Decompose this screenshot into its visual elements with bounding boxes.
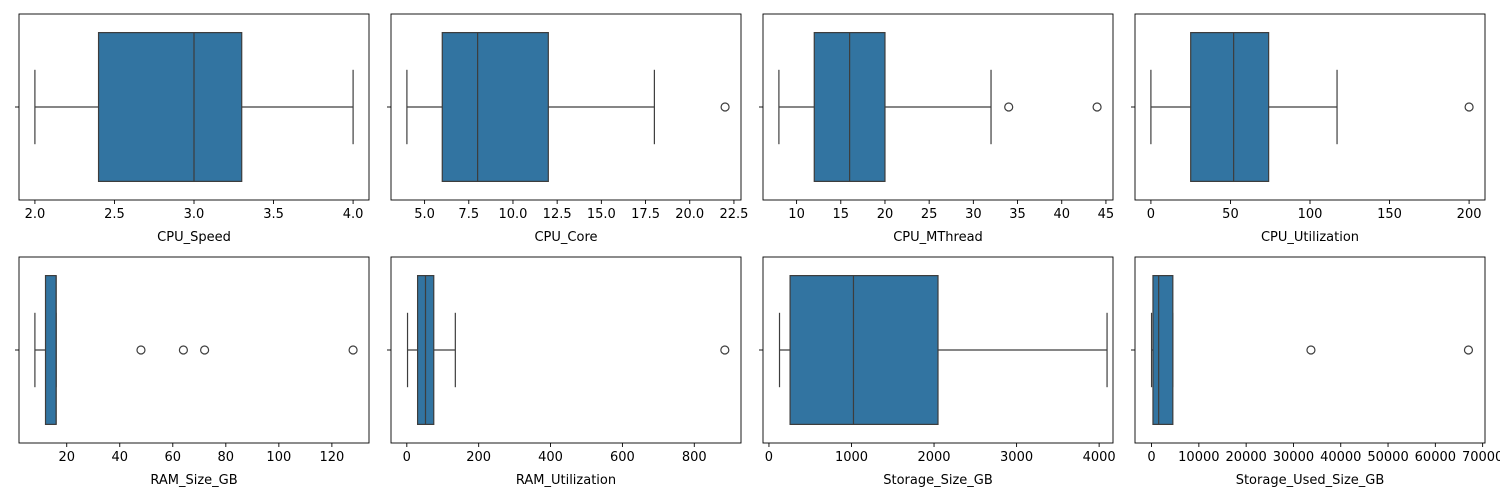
plot-frame: [18, 256, 370, 444]
subplot-RAM_Size_GB: 20 40 60 80 100 120 RAM_Size_GB: [15, 256, 370, 488]
x-tick-label: 1000: [835, 450, 868, 465]
plot-frame: [1134, 256, 1486, 444]
x-axis-label: CPU_Utilization: [1261, 230, 1359, 245]
x-tick-label: 80: [218, 450, 235, 465]
x-tick-label: 400: [538, 450, 563, 465]
x-tick-label: 50000: [1367, 450, 1408, 465]
x-tick-label: 2.0: [25, 207, 46, 222]
outlier-point: [136, 345, 146, 355]
x-tick-label: 0: [765, 450, 773, 465]
box: [441, 31, 549, 183]
x-axis-label: CPU_Core: [534, 230, 597, 245]
x-tick-label: 100: [266, 450, 291, 465]
x-tick-label: 15.0: [587, 207, 616, 222]
x-tick-label: 120: [319, 450, 344, 465]
x-axis-label: CPU_MThread: [893, 230, 983, 245]
x-tick-label: 4.0: [343, 207, 364, 222]
x-tick-label: 40000: [1320, 450, 1361, 465]
x-tick-label: 35: [1009, 207, 1026, 222]
x-tick-label: 10000: [1178, 450, 1219, 465]
box: [789, 275, 939, 426]
box: [1190, 31, 1270, 183]
x-tick-label: 800: [682, 450, 707, 465]
x-tick-label: 0: [403, 450, 411, 465]
x-tick-label: 3000: [1000, 450, 1033, 465]
outlier-point: [1092, 102, 1102, 112]
x-axis-label: CPU_Speed: [157, 230, 231, 245]
x-tick-label: 7.5: [458, 207, 479, 222]
x-tick-label: 0: [1147, 207, 1155, 222]
x-tick-label: 10: [788, 207, 805, 222]
x-tick-label: 200: [1457, 207, 1482, 222]
outlier-point: [1463, 345, 1474, 355]
outlier-point: [1464, 102, 1474, 112]
subplot-CPU_MThread: 10 15 20 25 30 35 40 45 CPU_MThread: [759, 13, 1115, 245]
outlier-point: [1306, 345, 1316, 355]
box: [44, 275, 57, 426]
x-tick-label: 50: [1222, 207, 1239, 222]
x-tick-label: 600: [610, 450, 635, 465]
x-tick-label: 100: [1298, 207, 1323, 222]
x-tick-label: 40: [111, 450, 128, 465]
x-axis-label: Storage_Used_Size_GB: [1236, 473, 1385, 488]
x-tick-label: 25: [921, 207, 938, 222]
x-tick-label: 3.0: [184, 207, 205, 222]
box: [1152, 275, 1174, 426]
x-tick-label: 20.0: [675, 207, 704, 222]
x-tick-label: 30000: [1273, 450, 1314, 465]
plot-frame: [762, 13, 1114, 201]
outlier-point: [1004, 102, 1014, 112]
x-axis-label: RAM_Utilization: [516, 473, 616, 488]
x-tick-label: 20: [58, 450, 75, 465]
outlier-point: [200, 345, 210, 355]
subplot-CPU_Speed: 2.0 2.5 3.0 3.5 4.0 CPU_Speed: [15, 13, 370, 245]
x-tick-label: 70000: [1462, 450, 1500, 465]
x-tick-label: 60000: [1415, 450, 1456, 465]
outlier-point: [348, 345, 358, 355]
x-tick-label: 0: [1147, 450, 1155, 465]
x-tick-label: 150: [1377, 207, 1402, 222]
x-tick-label: 2000: [917, 450, 950, 465]
plot-frame: [390, 13, 742, 201]
x-tick-label: 40: [1053, 207, 1070, 222]
subplot-CPU_Utilization: 0 50 100 150 200 CPU_Utilization: [1131, 13, 1486, 245]
outlier-point: [720, 102, 730, 112]
x-tick-label: 4000: [1083, 450, 1116, 465]
x-tick-label: 5.0: [414, 207, 435, 222]
x-tick-label: 10.0: [498, 207, 527, 222]
plot-frame: [390, 256, 742, 444]
x-tick-label: 22.5: [719, 207, 748, 222]
outlier-point: [720, 345, 730, 355]
x-axis-label: RAM_Size_GB: [150, 473, 237, 488]
x-axis-label: Storage_Size_GB: [883, 473, 993, 488]
x-tick-label: 45: [1098, 207, 1115, 222]
plot-frame: [762, 256, 1114, 444]
x-tick-label: 15: [833, 207, 850, 222]
box: [97, 31, 243, 183]
x-tick-label: 3.5: [263, 207, 284, 222]
x-tick-label: 17.5: [631, 207, 660, 222]
x-tick-label: 2.5: [104, 207, 125, 222]
x-tick-label: 12.5: [543, 207, 572, 222]
subplot-Storage_Used_Size_GB: 0 10000 20000 30000 40000 50000 60000 70000 Stor…: [1131, 256, 1500, 488]
subplot-RAM_Utilization: 0 200 400 600 800 RAM_Utilization: [387, 256, 742, 488]
x-tick-label: 20: [877, 207, 894, 222]
outlier-point: [178, 345, 188, 355]
x-tick-label: 30: [965, 207, 982, 222]
x-tick-label: 200: [466, 450, 491, 465]
x-tick-label: 60: [165, 450, 182, 465]
subplot-Storage_Size_GB: 0 1000 2000 3000 4000 Storage_Size_GB: [759, 256, 1116, 488]
subplot-CPU_Core: 5.0 7.5 10.0 12.5 15.0 17.5 20.0 22.5 CPU_Core: [387, 13, 748, 245]
x-tick-label: 20000: [1225, 450, 1266, 465]
